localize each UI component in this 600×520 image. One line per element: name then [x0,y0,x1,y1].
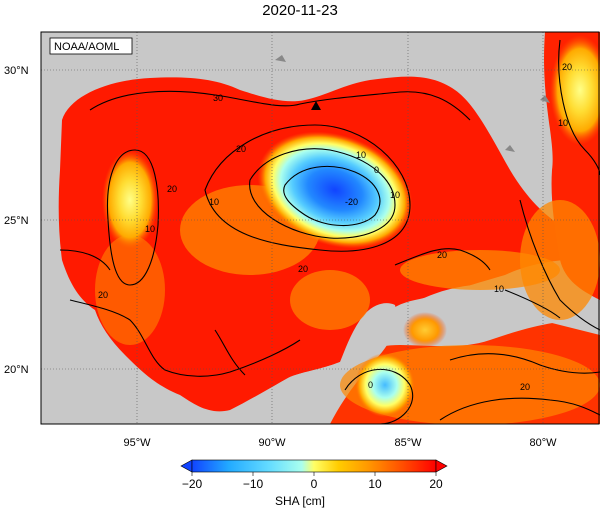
orange-band-south [95,235,165,345]
contour-label: 20 [236,144,246,154]
lon-tick-label: 80°W [529,437,557,449]
colorbar: −20 −10 0 10 20 [180,459,448,491]
lat-tick-label: 20°N [4,364,29,376]
contour-label: 0 [368,380,373,390]
colorbar-gradient [191,459,437,473]
lat-tick-label: 25°N [4,215,29,227]
location-marker-icon [311,101,321,110]
lon-axis: 95°W 90°W 85°W 80°W [123,437,557,449]
colorbar-tick-label: 0 [311,477,318,491]
contour-label: 10 [356,150,366,160]
colorbar-label: SHA [cm] [274,494,325,508]
warm-blob-atlantic [550,35,600,145]
contour-label: 20 [167,184,177,194]
colorbar-max-arrow [435,459,448,473]
cold-eddy [257,131,413,249]
contour-label: 10 [390,190,400,200]
contour-label: 20 [562,62,572,72]
orange-band-center [290,270,370,330]
credit-label: NOAA/AOML [54,41,119,53]
contour-label: 10 [209,197,219,207]
lat-tick-label: 30°N [4,65,29,77]
contour-label: 0 [374,165,379,175]
contour-label: 20 [437,250,447,260]
lon-tick-label: 85°W [394,437,422,449]
cuba-land [420,284,600,335]
yucatan-land [230,303,397,424]
contour-label: 10 [145,224,155,234]
contour-label: -20 [345,197,358,207]
credit-box [49,37,133,55]
colorbar-tick-label: −10 [243,477,264,491]
contour-labels: 30 20 10 0 -20 10 20 10 20 20 10 0 20 20… [98,62,572,392]
warm-blob-west [102,150,158,250]
map-frame [40,31,600,425]
graticule [41,32,600,424]
orange-band-florida [520,200,600,320]
contour-label: 20 [298,264,308,274]
map-plot [41,32,600,424]
cold-eddy-south [355,353,415,417]
contour-label: 30 [213,93,223,103]
lat-axis: 30°N 25°N 20°N [4,65,29,376]
lon-tick-label: 95°W [123,437,151,449]
contour-label: 20 [98,290,108,300]
map-title: 2020-11-23 [262,2,338,19]
contour-label: 20 [520,382,530,392]
colorbar-tick-label: 20 [429,477,443,491]
warm-blob-caribbean [403,312,447,348]
colorbar-tick-label: 10 [368,477,382,491]
contour-label: 10 [558,118,568,128]
colorbar-min-arrow [180,459,193,473]
colorbar-tick-label: −20 [182,477,203,491]
contour-label: 10 [494,284,504,294]
lon-tick-label: 90°W [258,437,286,449]
